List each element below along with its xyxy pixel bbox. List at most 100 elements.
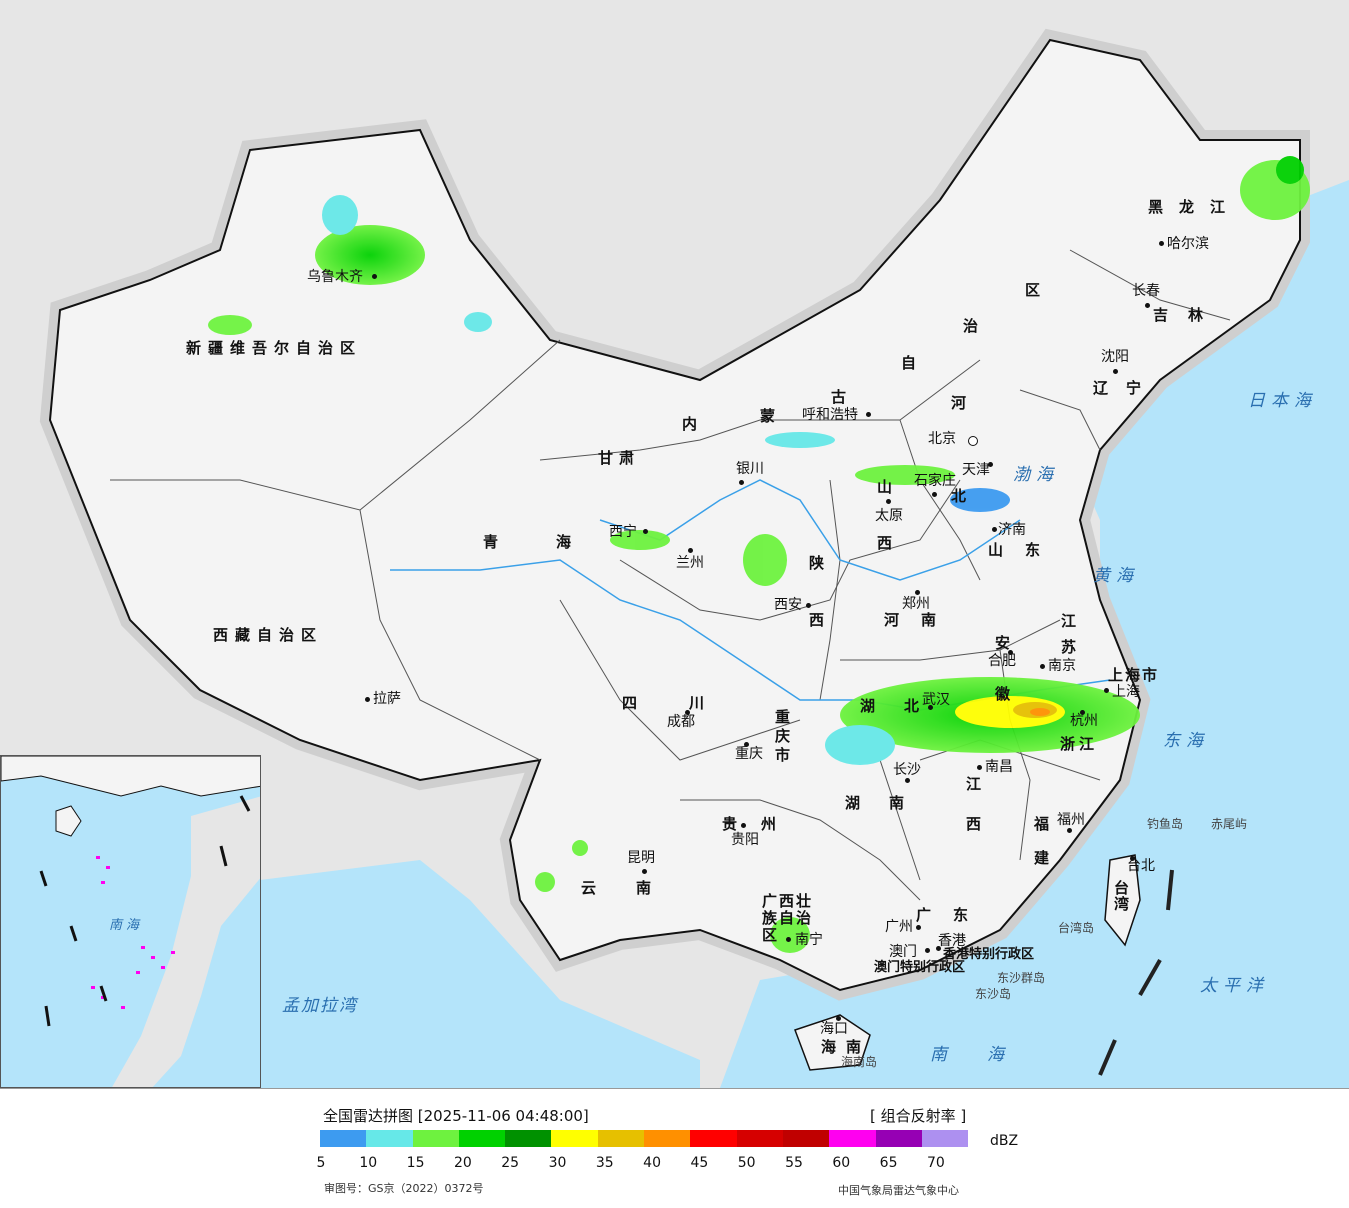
scale-tick-label: 65 [879,1155,898,1171]
south-china-sea-inset: 南海 [0,755,261,1088]
scale-tick-label: 50 [737,1155,756,1171]
sea-label-south: 南海 [930,1045,1044,1065]
province-anhui-2: 徽 [995,685,1012,703]
province-neimenggu-1: 内 [682,415,699,433]
province-hubei-1: 湖 [860,697,877,715]
province-jiangxi-2: 西 [966,815,983,833]
city-dot [1159,241,1164,246]
sea-label-bohai: 渤海 [1013,465,1059,485]
city-jinan: 济南 [998,522,1026,538]
city-dot [925,948,930,953]
color-swatch [412,1130,459,1147]
scale-tick-label: 15 [406,1155,425,1171]
province-liaoning: 辽宁 [1093,379,1160,397]
city-changsha: 长沙 [893,762,921,778]
city-lanzhou: 兰州 [676,555,704,571]
city-dot [685,710,690,715]
scale-tick-label: 10 [359,1155,378,1171]
province-neimenggu-2: 蒙 [760,407,777,425]
city-xianggang: 香港 [938,933,966,949]
city-dot [741,823,746,828]
city-dot [1104,688,1109,693]
color-swatch [505,1130,552,1147]
city-xian: 西安 [774,597,802,613]
city-dot [1130,856,1135,861]
province-neimenggu-3: 古 [831,388,848,406]
city-dot [886,499,891,504]
bay-of-bengal [170,860,700,1088]
province-chongqing: 重庆市 [773,709,791,766]
sea-label-japan: 日本海 [1248,391,1317,411]
city-shanghai: 上海 [1112,684,1140,700]
scale-tick-label: 45 [690,1155,709,1171]
scale-tick-label: 70 [926,1155,945,1171]
sea-label-east: 东海 [1163,731,1209,751]
city-tianjin: 天津 [962,462,990,478]
color-swatch [875,1130,922,1147]
region-macao: 澳门特别行政区 [874,960,966,975]
city-zhengzhou: 郑州 [902,596,930,612]
city-dot [928,705,933,710]
city-beijing: 北京 [928,431,956,447]
producer: 中国气象局雷达气象中心 [838,1184,959,1197]
city-wuhan: 武汉 [922,692,950,708]
province-anhui-1: 安 [995,634,1012,652]
province-gansu: 甘肃 [598,449,641,467]
island-dongsha: 东沙岛 [975,987,1012,1001]
province-hubei-2: 北 [904,697,921,715]
inset-sea-label: 南海 [109,918,144,933]
province-jiangsu-1: 江 [1061,612,1078,630]
city-chengdu: 成都 [667,714,695,730]
province-xinjiang: 新疆维吾尔自治区 [186,339,363,357]
radar-map: 日本海 渤海 黄海 东海 太平洋 南海 孟加拉湾 黑龙江 吉林 辽宁 内 蒙 古… [0,0,1349,1089]
province-neimenggu-6: 区 [1025,281,1042,299]
scale-tick-label: 20 [453,1155,472,1171]
city-hangzhou: 杭州 [1070,713,1098,729]
hainan-island [794,1014,871,1071]
city-xining: 西宁 [609,524,637,540]
city-dot [977,765,982,770]
city-dot [936,946,941,951]
color-swatch [597,1130,645,1147]
province-heilongjiang: 黑龙江 [1148,198,1242,216]
province-jiangsu-2: 苏 [1061,638,1078,656]
city-dot [836,1016,841,1021]
province-henan: 河南 [884,611,959,629]
city-nanchang: 南昌 [985,759,1013,775]
sea-label-bengal: 孟加拉湾 [282,996,358,1016]
scale-tick-label: 35 [595,1155,614,1171]
city-nanning: 南宁 [795,932,823,948]
color-swatch [782,1130,830,1147]
color-swatch [736,1130,783,1147]
legend-panel: 全国雷达拼图 [2025-11-06 04:48:00] [ 组合反射率 ] 5… [0,1089,1349,1208]
province-guizhou: 贵州 [722,815,801,833]
province-fujian-2: 建 [1034,849,1051,867]
city-dot [932,492,937,497]
city-taibei: 台北 [1127,858,1155,874]
color-swatch [690,1130,737,1147]
province-hebei-2: 北 [951,487,968,505]
maritime-boundary [1098,869,1174,1076]
province-jiangxi-1: 江 [966,775,983,793]
province-hebei-1: 河 [951,394,968,412]
province-xizang: 西藏自治区 [213,626,324,644]
city-dot [1145,303,1150,308]
province-hunan: 湖 [845,794,891,812]
city-dot [916,925,921,930]
province-shaanxi-1: 陕 [809,554,826,572]
city-dot [1080,710,1085,715]
city-huhehaote: 呼和浩特 [802,407,858,423]
city-dot [1008,650,1013,655]
province-yunnan: 云南 [581,879,692,897]
province-sichuan: 四川 [622,694,757,712]
city-dot [744,742,749,747]
city-dot [915,590,920,595]
province-guangdong: 广东 [916,906,991,924]
province-zhejiang: 浙江 [1060,735,1099,753]
legend-title: 全国雷达拼图 [2025-11-06 04:48:00] [323,1107,589,1125]
island-hainan: 海南岛 [841,1055,878,1069]
city-guangzhou: 广州 [885,919,913,935]
scale-tick-label: 40 [643,1155,662,1171]
map-canvas [0,0,1349,1088]
city-changchun: 长春 [1132,283,1160,299]
